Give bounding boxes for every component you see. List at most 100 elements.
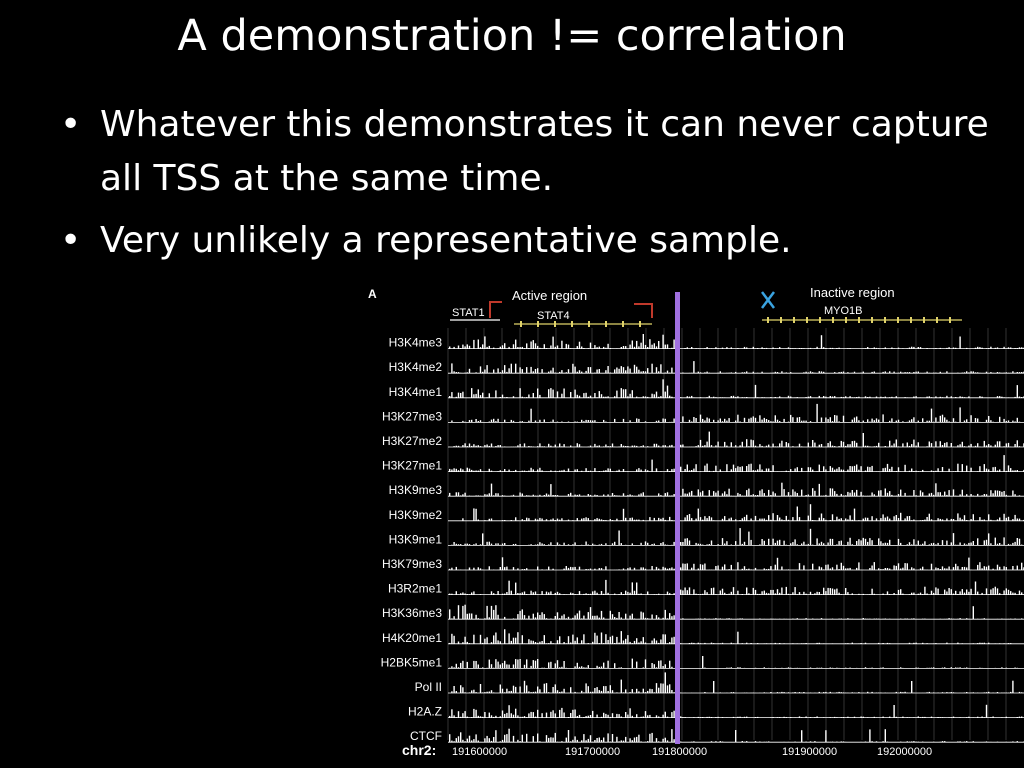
signal-bar	[746, 490, 748, 497]
signal-bar	[913, 539, 915, 546]
signal-bar	[851, 519, 853, 521]
signal-bar	[1007, 643, 1010, 644]
signal-bar	[697, 594, 699, 595]
signal-bar	[660, 495, 662, 497]
track-label: H3K27me3	[382, 409, 442, 423]
signal-bar	[523, 443, 526, 447]
signal-bar	[761, 539, 763, 546]
signal-bar	[871, 741, 873, 743]
track-label: CTCF	[410, 729, 442, 743]
signal-bar	[565, 643, 567, 644]
signal-bar	[858, 562, 860, 570]
signal-bar	[495, 605, 497, 620]
signal-bar	[919, 490, 922, 497]
signal-bar	[779, 396, 781, 398]
signal-bar	[856, 667, 858, 669]
signal-bar	[680, 397, 682, 398]
signal-bar	[840, 540, 842, 546]
signal-bar	[880, 692, 882, 693]
signal-bar	[706, 518, 708, 521]
signal-bar	[768, 489, 770, 497]
signal-bar	[794, 667, 796, 669]
signal-bar	[486, 365, 488, 374]
signal-bar	[968, 445, 970, 447]
signal-bar	[495, 715, 497, 718]
signal-bar	[893, 516, 895, 521]
signal-bar	[576, 443, 578, 447]
signal-bar	[618, 642, 620, 644]
signal-bar	[629, 692, 631, 693]
signal-bar	[453, 686, 455, 693]
signal-bar	[746, 587, 748, 595]
signal-bar	[891, 445, 893, 447]
signal-bar	[631, 658, 633, 669]
signal-bar	[770, 643, 772, 644]
signal-bar	[693, 741, 695, 743]
signal-bar	[933, 471, 935, 472]
signal-bar	[939, 441, 941, 447]
signal-bar	[979, 466, 981, 472]
signal-bar	[926, 396, 928, 398]
signal-bar	[867, 347, 869, 349]
signal-bar	[534, 617, 537, 620]
signal-bar	[955, 347, 957, 349]
signal-bar	[607, 660, 609, 669]
signal-bar	[625, 346, 627, 349]
signal-bar	[880, 541, 882, 546]
signal-bar	[629, 708, 631, 718]
signal-bar	[534, 495, 537, 497]
signal-bar	[834, 520, 836, 521]
signal-bar	[682, 563, 684, 570]
signal-bar	[671, 367, 673, 374]
signal-bar	[946, 419, 948, 423]
signal-bar	[983, 618, 985, 620]
signal-bar	[530, 665, 532, 669]
signal-bar	[644, 659, 647, 669]
signal-bar	[545, 712, 548, 718]
signal-bar	[763, 540, 765, 546]
signal-bar	[988, 348, 990, 349]
signal-bar	[864, 741, 867, 743]
signal-bar	[752, 416, 754, 423]
signal-bar	[715, 465, 717, 472]
signal-bar	[550, 591, 552, 595]
signal-bar	[812, 618, 814, 620]
signal-bar	[622, 568, 625, 570]
signal-bar	[616, 636, 618, 644]
exon-mark	[923, 317, 925, 323]
signal-bar	[908, 470, 911, 472]
signal-bar	[453, 616, 455, 620]
signal-bar	[449, 715, 451, 718]
signal-bar	[541, 569, 543, 570]
signal-bar	[746, 347, 748, 349]
signal-bar	[587, 396, 589, 398]
signal-bar	[840, 618, 842, 620]
signal-bar	[519, 741, 521, 743]
signal-bar	[977, 346, 979, 349]
signal-bar	[847, 541, 849, 546]
signal-bar	[589, 445, 592, 447]
signal-bar	[680, 716, 682, 718]
signal-bar	[543, 495, 545, 497]
signal-bar	[594, 632, 596, 644]
signal-bar	[638, 519, 640, 521]
signal-bar	[479, 446, 482, 447]
signal-bar	[757, 716, 759, 718]
signal-bar	[886, 542, 889, 546]
signal-bar	[783, 520, 785, 521]
signal-bar	[779, 592, 781, 595]
signal-bar	[761, 371, 763, 374]
exon-mark	[949, 317, 951, 323]
signal-bar	[820, 495, 823, 497]
signal-bar	[862, 518, 864, 521]
signal-bar	[952, 489, 955, 497]
signal-bar	[790, 414, 792, 423]
signal-bar	[922, 642, 924, 644]
signal-bar	[666, 618, 669, 620]
signal-bar	[642, 688, 644, 693]
signal-bar	[479, 469, 482, 472]
signal-bar	[669, 495, 671, 497]
signal-bar	[726, 347, 728, 349]
signal-bar	[649, 618, 651, 620]
signal-bar	[473, 567, 475, 570]
